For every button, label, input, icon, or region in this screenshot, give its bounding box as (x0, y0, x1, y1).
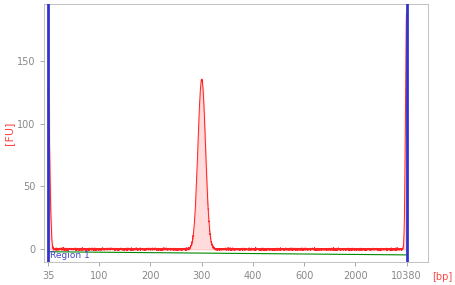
Y-axis label: [FU]: [FU] (4, 121, 14, 145)
Text: [bp]: [bp] (431, 272, 451, 282)
Text: Region 1: Region 1 (50, 251, 89, 260)
